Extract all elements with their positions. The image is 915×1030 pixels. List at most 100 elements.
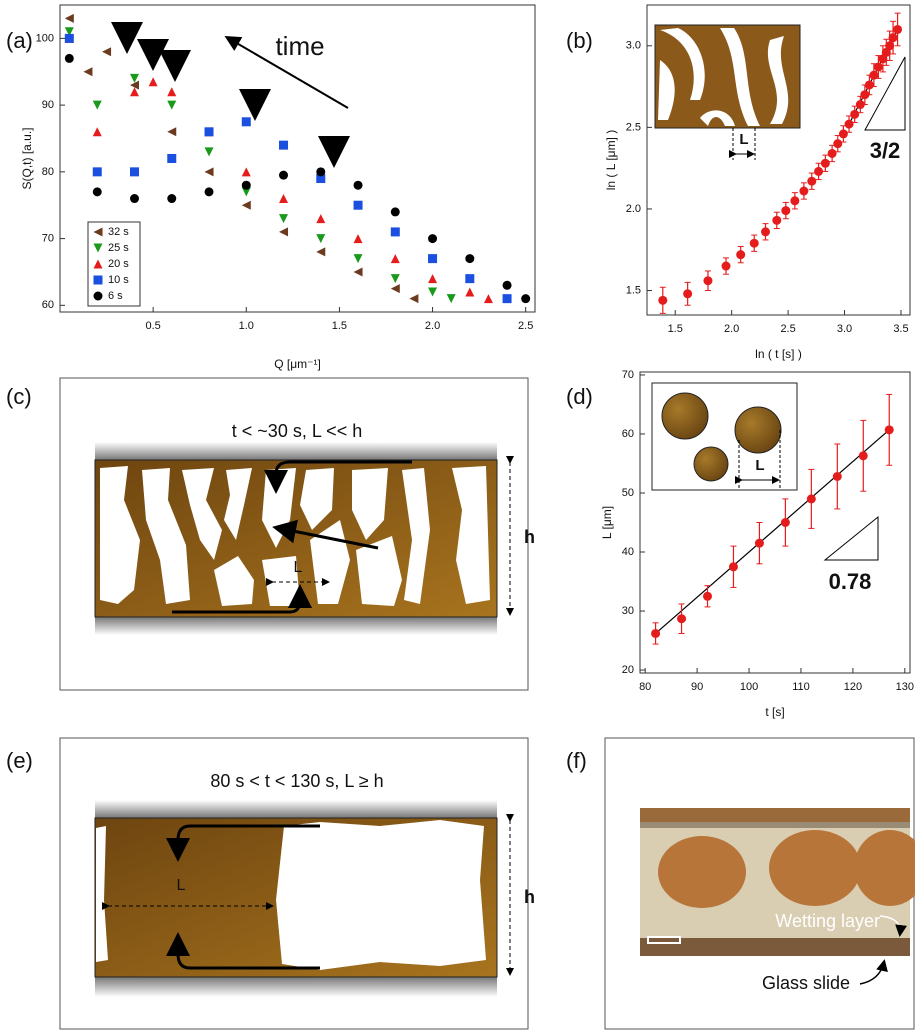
point: [781, 206, 790, 215]
y-axis-label: ln ( L [μm] ): [604, 130, 618, 190]
glass: [95, 800, 497, 818]
legend-label: 25 s: [108, 242, 129, 254]
point: [683, 289, 692, 298]
point: [814, 167, 823, 176]
point: [807, 177, 816, 186]
x-tick-label: 1.5: [668, 323, 683, 335]
point: [428, 274, 437, 283]
point: [391, 254, 400, 263]
point: [316, 234, 325, 243]
x-axis-label: ln ( t [s] ): [755, 347, 802, 361]
x-tick-label: 80: [639, 681, 651, 693]
point: [761, 227, 770, 236]
inset-label: L: [755, 457, 764, 474]
point: [316, 167, 325, 176]
diagram-c: t < ~30 s, L << h h L: [60, 378, 535, 690]
point: [354, 201, 363, 210]
point: [279, 141, 288, 150]
point: [503, 294, 512, 303]
point: [729, 562, 738, 571]
photo-label: Glass slide: [762, 973, 850, 993]
point: [850, 110, 859, 119]
y-tick-label: 90: [42, 99, 54, 111]
panel-label: (e): [6, 748, 33, 773]
point: [409, 294, 418, 303]
point: [65, 54, 74, 63]
y-tick-label: 100: [36, 32, 54, 44]
point: [755, 539, 764, 548]
point: [833, 139, 842, 148]
point: [391, 207, 400, 216]
y-tick-label: 70: [42, 232, 54, 244]
annotation: 3/2: [870, 138, 901, 163]
diagram-title: 80 s < t < 130 s, L ≥ h: [210, 771, 383, 791]
point: [354, 181, 363, 190]
point: [428, 234, 437, 243]
point: [242, 117, 251, 126]
legend-marker: [94, 292, 103, 301]
y-tick-label: 2.5: [626, 121, 641, 133]
y-axis-label: S(Q,t) [a.u.]: [20, 127, 34, 189]
inset-d: [652, 383, 878, 560]
y-tick-label: 60: [622, 428, 634, 440]
point: [167, 127, 176, 136]
x-tick-label: 2.0: [724, 323, 739, 335]
y-axis-label: L [μm]: [600, 506, 614, 539]
point: [722, 262, 731, 271]
point: [167, 194, 176, 203]
photo-label: Wetting layer: [775, 911, 880, 931]
panel-label: (c): [6, 384, 32, 409]
point: [790, 196, 799, 205]
x-tick-label: 3.0: [837, 323, 852, 335]
point: [205, 147, 214, 156]
legend-label: 10 s: [108, 274, 129, 286]
point: [465, 287, 474, 296]
point: [391, 284, 400, 293]
x-tick-label: 120: [844, 681, 862, 693]
point: [205, 187, 214, 196]
legend-label: 20 s: [108, 258, 129, 270]
x-tick-label: 110: [792, 681, 810, 693]
point: [65, 14, 74, 23]
point: [242, 201, 251, 210]
diagram-title: t < ~30 s, L << h: [232, 421, 362, 441]
point: [885, 425, 894, 434]
glass: [95, 977, 497, 997]
point: [781, 518, 790, 527]
y-tick-label: 30: [622, 605, 634, 617]
point: [93, 167, 102, 176]
y-tick-label: 40: [622, 546, 634, 558]
point: [354, 234, 363, 243]
point: [484, 294, 493, 303]
glass: [95, 617, 497, 635]
point: [316, 247, 325, 256]
figure: (a) (b) (d) (c) (e) (f) t < ~30 s, L << …: [0, 0, 915, 1030]
y-tick-label: 20: [622, 664, 634, 676]
point: [865, 80, 874, 89]
point: [859, 451, 868, 460]
x-axis-label: t [s]: [765, 705, 784, 719]
point: [354, 254, 363, 263]
y-tick-label: 50: [622, 487, 634, 499]
point: [651, 629, 660, 638]
point: [447, 294, 456, 303]
point: [677, 614, 686, 623]
y-tick-label: 1.5: [626, 284, 641, 296]
length-label: L: [294, 559, 303, 576]
point: [205, 127, 214, 136]
x-tick-label: 130: [896, 681, 914, 693]
point: [821, 159, 830, 168]
legend-label: 6 s: [108, 290, 123, 302]
x-axis-label: Q [μm⁻¹]: [274, 357, 321, 371]
length-label: L: [177, 877, 186, 894]
point: [521, 294, 530, 303]
point: [428, 287, 437, 296]
point: [242, 181, 251, 190]
height-label: h: [524, 887, 535, 907]
point: [167, 154, 176, 163]
point: [807, 494, 816, 503]
y-tick-label: 70: [622, 369, 634, 381]
point: [167, 87, 176, 96]
point: [93, 101, 102, 110]
point: [391, 227, 400, 236]
